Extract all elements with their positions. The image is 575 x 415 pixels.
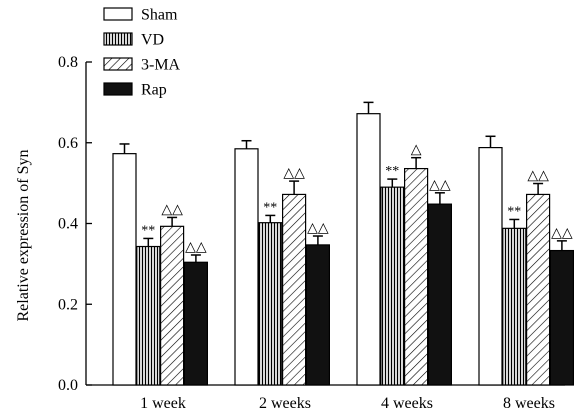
significance-mark: △△: [551, 226, 573, 241]
x-tick-label: 1 week: [140, 395, 186, 412]
significance-mark: **: [141, 223, 155, 238]
bar-3-ma: [525, 193, 551, 386]
legend-swatch: [103, 57, 133, 71]
bar-vd: [380, 186, 405, 386]
x-tick-label: 4 weeks: [381, 395, 433, 412]
significance-mark: △△: [185, 240, 207, 255]
significance-mark: △△: [307, 221, 329, 236]
bar-3-ma: [160, 225, 185, 386]
bar-3-ma: [282, 193, 307, 386]
significance-mark: **: [507, 204, 521, 219]
y-tick-label: 0.2: [58, 296, 78, 313]
bar-sham: [356, 113, 381, 386]
significance-mark: **: [385, 164, 399, 179]
bar-rap: [183, 261, 208, 386]
significance-mark: **: [263, 200, 277, 215]
significance-mark: △: [411, 143, 422, 158]
y-tick-label: 0.0: [58, 377, 78, 394]
legend-swatch: [103, 82, 133, 96]
legend-label: Sham: [141, 7, 178, 24]
significance-mark: △△: [161, 202, 183, 217]
significance-mark: △△: [283, 166, 305, 181]
bars: **△△△△**△△△△**△△△**△△△△: [112, 101, 575, 386]
legend-label: VD: [141, 32, 164, 49]
x-tick-label: 2 weeks: [259, 395, 311, 412]
bar-vd: [502, 227, 527, 386]
legend-swatch: [103, 7, 133, 21]
y-tick-label: 0.6: [58, 135, 78, 152]
bar-vd: [258, 222, 283, 386]
significance-mark: △△: [527, 169, 549, 184]
legend-label: 3-MA: [141, 57, 181, 74]
legend-swatch: [103, 32, 133, 46]
bar-rap: [305, 244, 330, 386]
y-axis-title: Relative expression of Syn: [15, 150, 32, 322]
legend-label: Rap: [141, 82, 167, 99]
bar-rap: [427, 203, 452, 386]
axes: 0.0 0.2 0.4 0.6 0.8 Relative expression of Sy…: [15, 54, 565, 412]
bar-rap: [549, 249, 575, 386]
bar-sham: [112, 153, 137, 386]
bar-vd: [136, 245, 161, 386]
x-tick-label: 8 weeks: [503, 395, 555, 412]
bar-3-ma: [404, 167, 429, 386]
bar-sham: [234, 148, 259, 386]
y-tick-label: 0.8: [58, 54, 78, 71]
bar-sham: [478, 146, 503, 386]
legend: Sham VD 3-MA Rap: [103, 7, 181, 99]
y-tick-label: 0.4: [58, 216, 78, 233]
significance-mark: △△: [429, 178, 451, 193]
